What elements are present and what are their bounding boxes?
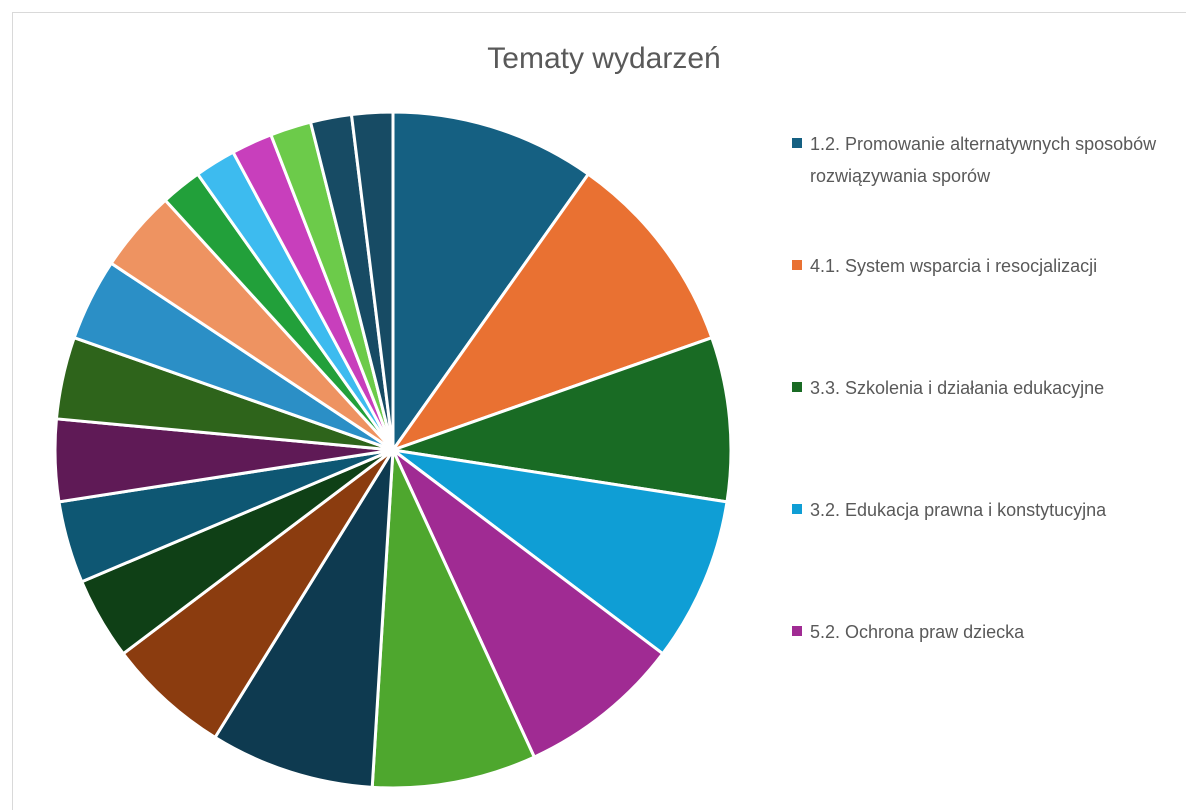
pie-slice <box>391 172 714 452</box>
legend-swatch <box>792 504 802 514</box>
pie-slice <box>391 448 665 759</box>
pie-slice <box>213 448 395 789</box>
pie-slice <box>370 448 536 790</box>
legend-label: 4.1. System wsparcia i resocjalizacji <box>810 256 1098 276</box>
legend-label: 3.2. Edukacja prawna i konstytucyjna <box>810 500 1107 520</box>
legend-label: 3.3. Szkolenia i działania edukacyjne <box>810 378 1105 398</box>
legend-label: 1.2. Promowanie alternatywnych sposobów … <box>810 134 1157 186</box>
legend-swatch <box>792 382 802 392</box>
legend-item: 5.2. Ochrona praw dziecka <box>792 616 1172 738</box>
pie-slice <box>391 110 590 452</box>
legend-item: 3.3. Szkolenia i działania edukacyjne <box>792 372 1172 494</box>
legend-swatch <box>792 626 802 636</box>
pie-slice <box>121 448 395 739</box>
legend-item: 3.2. Edukacja prawna i konstytucyjna <box>792 494 1172 616</box>
pie-slice <box>349 110 395 452</box>
chart-title: Tematy wydarzeń <box>487 42 720 75</box>
legend-item: 4.1. System wsparcia i resocjalizacji <box>792 250 1172 372</box>
legend-swatch <box>792 260 802 270</box>
legend-swatch <box>792 138 802 148</box>
legend-item: 1.2. Promowanie alternatywnych sposobów … <box>792 128 1172 250</box>
pie-slice <box>391 448 729 656</box>
legend: 1.2. Promowanie alternatywnych sposobów … <box>792 128 1172 738</box>
pie-slice <box>391 336 733 504</box>
legend-label: 5.2. Ochrona praw dziecka <box>810 622 1025 642</box>
